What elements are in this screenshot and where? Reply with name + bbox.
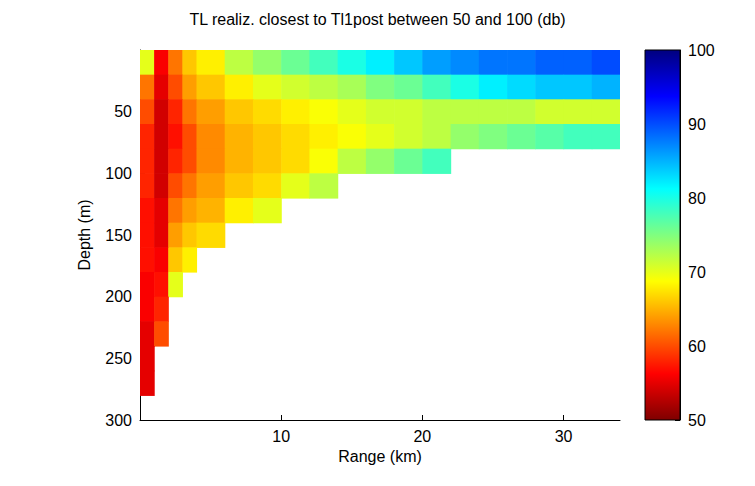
svg-text:20: 20 <box>413 428 431 445</box>
svg-text:90: 90 <box>688 116 706 133</box>
svg-text:50: 50 <box>114 103 132 120</box>
svg-text:300: 300 <box>105 412 132 429</box>
svg-text:10: 10 <box>272 428 290 445</box>
svg-text:Range (km): Range (km) <box>338 448 422 465</box>
svg-text:200: 200 <box>105 288 132 305</box>
svg-text:TL realiz. closest to Tl1post: TL realiz. closest to Tl1post between 50… <box>189 11 565 28</box>
svg-text:100: 100 <box>688 42 715 59</box>
svg-text:80: 80 <box>688 190 706 207</box>
svg-text:250: 250 <box>105 350 132 367</box>
svg-text:30: 30 <box>555 428 573 445</box>
svg-text:60: 60 <box>688 338 706 355</box>
svg-text:150: 150 <box>105 227 132 244</box>
svg-text:100: 100 <box>105 165 132 182</box>
svg-text:70: 70 <box>688 264 706 281</box>
svg-text:50: 50 <box>688 412 706 429</box>
svg-text:Depth (m): Depth (m) <box>76 199 93 270</box>
